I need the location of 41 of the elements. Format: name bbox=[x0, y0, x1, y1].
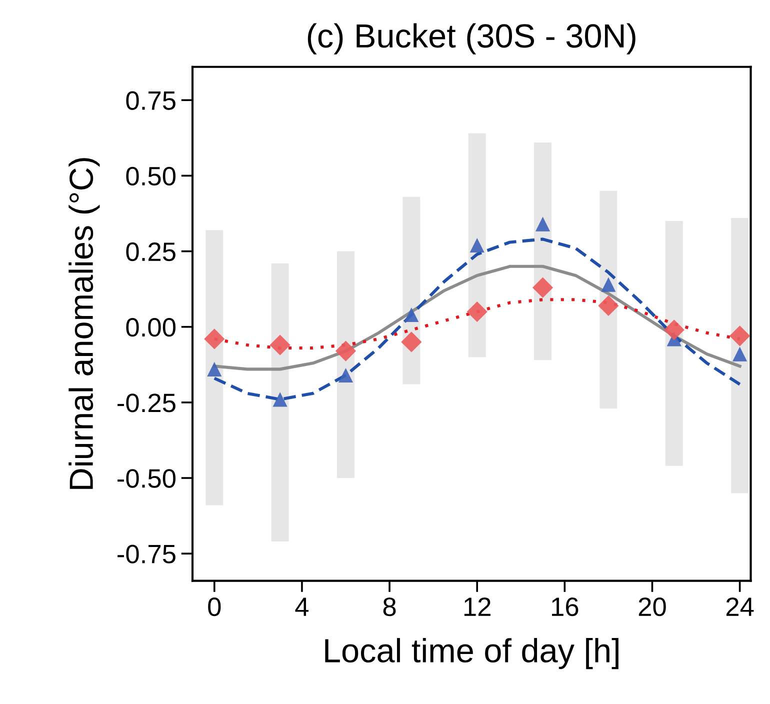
point bbox=[207, 362, 222, 376]
point bbox=[664, 320, 684, 340]
x-tick-label: 20 bbox=[638, 597, 666, 616]
point bbox=[598, 295, 619, 316]
y-tick-label: -0.50 bbox=[118, 469, 176, 488]
point bbox=[601, 277, 616, 292]
point bbox=[535, 216, 550, 232]
y-axis-title: Diurnal anomalies (°C) bbox=[68, 158, 100, 489]
y-tick-label: 0.75 bbox=[126, 91, 176, 110]
x-axis-title: Local time of day [h] bbox=[325, 638, 618, 670]
bar bbox=[336, 251, 354, 478]
y-tick-label: 0.00 bbox=[126, 318, 176, 337]
chart-title: (c) Bucket (30S - 30N) bbox=[308, 23, 636, 54]
point bbox=[470, 238, 484, 253]
point bbox=[335, 340, 356, 362]
bar bbox=[534, 142, 552, 360]
bar bbox=[665, 221, 683, 466]
y-tick-label: -0.75 bbox=[118, 544, 176, 564]
point bbox=[466, 301, 488, 322]
point bbox=[532, 277, 554, 298]
x-tick-label: 0 bbox=[208, 597, 221, 616]
point bbox=[730, 326, 750, 346]
x-tick-label: 16 bbox=[552, 597, 578, 616]
bar bbox=[731, 218, 749, 494]
x-tick-label: 8 bbox=[383, 597, 396, 616]
x-tick-label: 24 bbox=[726, 597, 754, 616]
bar bbox=[206, 230, 224, 506]
y-tick-label: -0.25 bbox=[118, 394, 176, 412]
bar bbox=[271, 263, 289, 542]
x-tick-label: 12 bbox=[464, 597, 490, 616]
point bbox=[204, 328, 225, 350]
point bbox=[732, 346, 748, 362]
y-tick-label: 0.50 bbox=[126, 166, 176, 186]
point bbox=[338, 368, 354, 383]
y-tick-label: 0.25 bbox=[126, 242, 176, 262]
point bbox=[401, 332, 422, 352]
x-tick-label: 4 bbox=[295, 598, 309, 616]
point bbox=[270, 334, 290, 356]
point bbox=[404, 307, 419, 322]
bar bbox=[468, 133, 486, 358]
point bbox=[272, 392, 288, 407]
